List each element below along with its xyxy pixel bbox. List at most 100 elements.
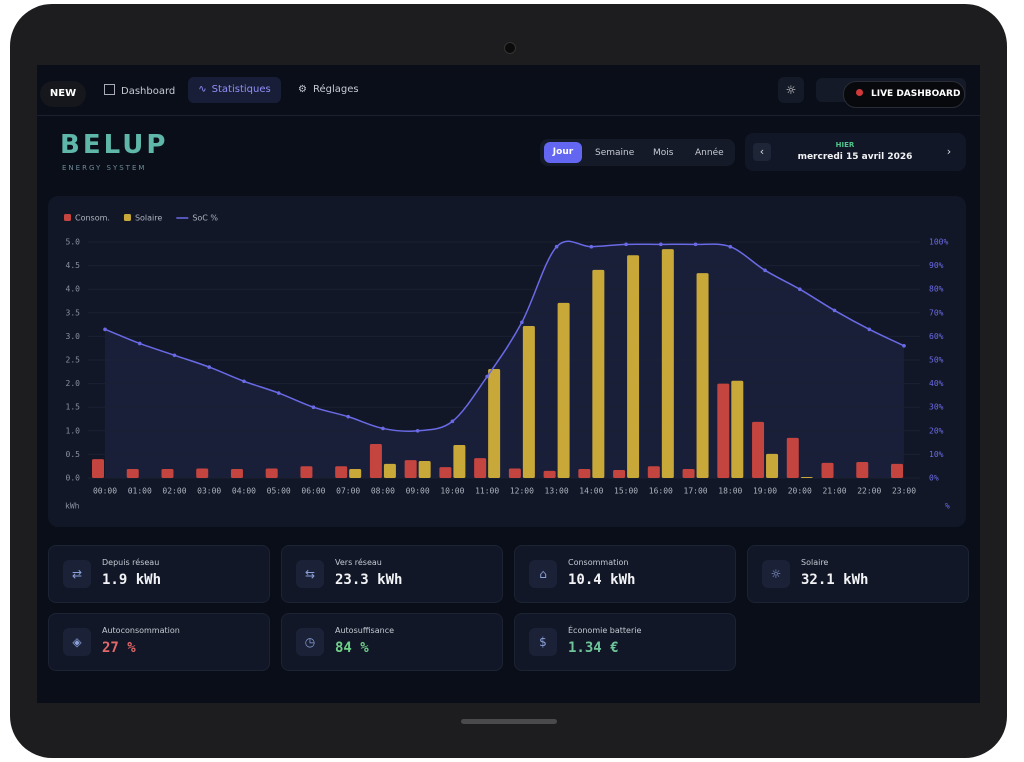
bar [557, 302, 570, 478]
nav-item[interactable]: ⚙ Réglages [298, 84, 359, 95]
soc-point [103, 327, 107, 332]
soc-point [415, 429, 420, 433]
nav-item[interactable]: Dashboard [104, 84, 175, 97]
tab[interactable]: Semaine [595, 148, 635, 158]
x-tick-label: 00:00 [93, 487, 117, 496]
y-tick-label: 1.5 [66, 403, 81, 412]
logo: BELUP [60, 130, 169, 160]
soc-point [311, 405, 316, 410]
chart: 0.0 0.5 1.0 1.5 2.0 2.5 3.0 3.5 4.0 4.5 5.0 0% 10% 20… [64, 214, 950, 511]
bar [522, 326, 535, 478]
soc-point [242, 379, 246, 384]
card-icon: ⇄ [63, 560, 91, 588]
legend-label: SoC % [192, 214, 218, 223]
nav-label: Statistiques [211, 84, 271, 95]
x-tick-label: 01:00 [128, 487, 152, 496]
y2-tick-label: 100% [929, 238, 948, 247]
bar [543, 470, 556, 478]
bar [766, 453, 779, 478]
bar [682, 469, 695, 478]
soc-point [659, 242, 663, 247]
y-tick-label: 2.0 [66, 379, 81, 388]
card-label: Vers réseau [335, 558, 382, 567]
bar [786, 437, 799, 478]
tab-active[interactable]: Jour [544, 142, 582, 163]
soc-point [728, 244, 733, 249]
icon: ⚙ [298, 84, 307, 95]
date-picker [745, 133, 966, 171]
x-tick-label: 10:00 [440, 487, 464, 496]
bar [474, 458, 487, 478]
x-tick-label: 05:00 [267, 487, 291, 496]
legend-label: Consom. [75, 214, 110, 223]
soc-point [902, 344, 906, 348]
bar [404, 460, 417, 478]
y2-tick-label: 40% [929, 379, 944, 388]
bar [265, 468, 278, 478]
stat-card: ⇄ Depuis réseau 1.9 kWh [48, 545, 270, 603]
live-dashboard-button[interactable]: LIVE DASHBOARD [843, 81, 965, 108]
y2-tick-label: 60% [929, 332, 944, 341]
bar [752, 421, 765, 478]
tab[interactable]: Année [695, 148, 724, 158]
x-tick-label: 21:00 [822, 487, 846, 496]
icon [104, 84, 115, 95]
nav-label: Réglages [312, 84, 359, 95]
y-axis-label: kWh [65, 502, 80, 511]
card-label: Depuis réseau [102, 558, 160, 567]
x-tick-label: 11:00 [475, 487, 499, 496]
date-label: HIER [835, 141, 855, 149]
next-button[interactable]: › [946, 145, 952, 158]
y2-tick-label: 70% [929, 308, 944, 317]
bar [383, 463, 396, 478]
bar [821, 462, 834, 478]
x-tick-label: 16:00 [649, 487, 673, 496]
y2-tick-label: 0% [929, 474, 939, 483]
soc-point [589, 244, 594, 249]
y-tick-label: 1.0 [66, 426, 81, 435]
theme-button[interactable]: ☼ [778, 77, 804, 103]
tab[interactable]: Mois [653, 148, 674, 158]
x-tick-label: 14:00 [579, 487, 603, 496]
nav-label: Dashboard [121, 86, 176, 97]
legend-label: Solaire [135, 214, 162, 223]
card-value: 32.1 kWh [801, 572, 869, 588]
soc-point [520, 320, 524, 325]
soc-point [485, 374, 489, 379]
soc-point [137, 341, 142, 346]
y-tick-label: 4.5 [66, 261, 81, 270]
stat-card: $ Économie batterie 1.34 € [514, 613, 736, 671]
card-value: 84 % [335, 640, 369, 656]
nav-divider [37, 115, 980, 116]
x-tick-label: 23:00 [892, 487, 916, 496]
bar [230, 469, 243, 478]
x-tick-label: 04:00 [232, 487, 256, 496]
x-tick-label: 02:00 [162, 487, 186, 496]
y2-tick-label: 10% [929, 450, 944, 459]
y2-tick-label: 30% [929, 403, 944, 412]
card-icon: ☼ [762, 560, 790, 588]
soc-point [207, 365, 212, 369]
soc-point [867, 327, 872, 332]
nav-item-active[interactable]: ∿ Statistiques [188, 77, 281, 103]
card-icon: ⇆ [296, 560, 324, 588]
card-value: 10.4 kWh [568, 572, 636, 588]
card-icon: ◈ [63, 628, 91, 656]
bar [369, 444, 382, 478]
camera [504, 42, 516, 54]
card-value: 23.3 kWh [335, 572, 403, 588]
y-tick-label: 3.5 [66, 308, 81, 317]
prev-button[interactable]: ‹ [753, 143, 771, 161]
stat-card: ☼ Solaire 32.1 kWh [747, 545, 969, 603]
card-label: Solaire [801, 558, 829, 567]
bar [418, 461, 431, 478]
bar [161, 469, 174, 478]
stat-card: ⇆ Vers réseau 23.3 kWh [281, 545, 503, 603]
y2-tick-label: 90% [929, 261, 944, 270]
x-tick-label: 17:00 [684, 487, 708, 496]
x-tick-label: 18:00 [718, 487, 742, 496]
y-tick-label: 5.0 [66, 238, 81, 247]
live-dot [856, 89, 863, 96]
new-badge[interactable]: NEW [40, 81, 86, 107]
y-tick-label: 2.5 [66, 356, 81, 365]
